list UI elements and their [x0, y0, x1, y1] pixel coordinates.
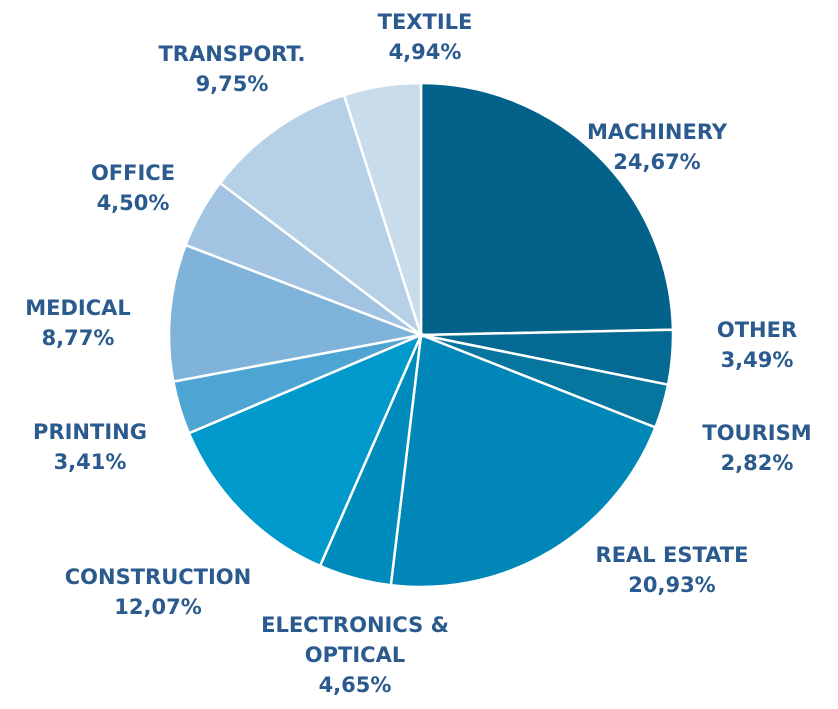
slice-label: REAL ESTATE 20,93%	[596, 540, 749, 600]
slice-label: MEDICAL 8,77%	[25, 293, 131, 353]
category-name: OTHER	[716, 318, 798, 342]
pie-slice	[419, 81, 675, 337]
slice-label: ELECTRONICS & OPTICAL 4,65%	[240, 610, 470, 700]
slice-label: PRINTING 3,41%	[33, 417, 147, 477]
pie-slice	[342, 81, 423, 336]
category-name: MACHINERY	[586, 120, 728, 144]
category-name: TEXTILE	[377, 10, 473, 34]
pie-slice	[187, 332, 424, 568]
value-label: 2,82%	[720, 451, 794, 475]
value-label: 9,75%	[195, 72, 269, 96]
category-name: MEDICAL	[25, 296, 131, 320]
value-label: 12,07%	[114, 595, 202, 619]
value-label: 24,67%	[613, 150, 701, 174]
category-name: PRINTING	[33, 420, 147, 444]
pie-slice	[167, 243, 426, 384]
slice-label: TEXTILE 4,94%	[378, 7, 473, 67]
value-label: 4,65%	[318, 673, 392, 697]
value-label: 3,41%	[53, 450, 127, 474]
category-name: OFFICE	[90, 161, 176, 185]
slice-label: TOURISM 2,82%	[702, 418, 811, 478]
category-name: REAL ESTATE	[595, 543, 749, 567]
slice-label: OFFICE 4,50%	[91, 158, 175, 218]
slice-label: OTHER 3,49%	[717, 315, 797, 375]
slice-label: MACHINERY 24,67%	[587, 117, 727, 177]
slice-label: CONSTRUCTION 12,07%	[65, 562, 252, 622]
value-label: 3,49%	[720, 348, 794, 372]
value-label: 4,50%	[96, 191, 170, 215]
value-label: 8,77%	[41, 326, 115, 350]
value-label: 20,93%	[628, 573, 716, 597]
category-name: TOURISM	[702, 421, 812, 445]
pie-slice	[218, 93, 424, 339]
category-name: CONSTRUCTION	[64, 565, 252, 589]
category-name: TRANSPORT.	[158, 42, 306, 66]
value-label: 4,94%	[388, 40, 462, 64]
slice-label: TRANSPORT. 9,75%	[158, 39, 305, 99]
category-name: ELECTRONICS & OPTICAL	[261, 613, 449, 667]
pie-slice	[389, 333, 658, 589]
